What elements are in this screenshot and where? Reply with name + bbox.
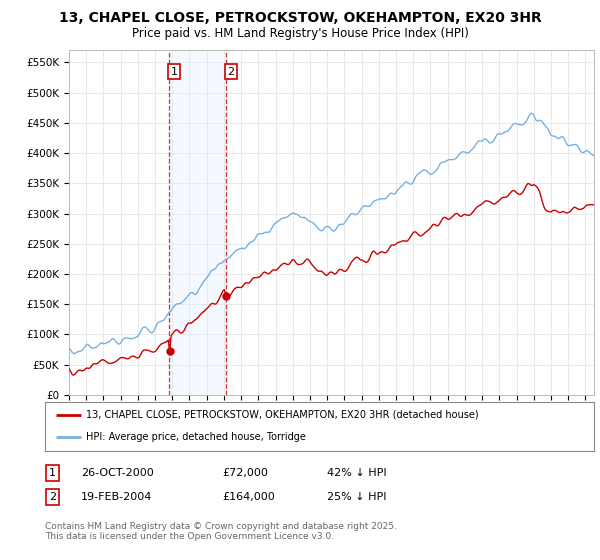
Text: 2: 2	[227, 67, 235, 77]
Text: 25% ↓ HPI: 25% ↓ HPI	[327, 492, 386, 502]
Text: Price paid vs. HM Land Registry's House Price Index (HPI): Price paid vs. HM Land Registry's House …	[131, 27, 469, 40]
Bar	[169, 50, 226, 395]
Text: 42% ↓ HPI: 42% ↓ HPI	[327, 468, 386, 478]
Text: 13, CHAPEL CLOSE, PETROCKSTOW, OKEHAMPTON, EX20 3HR: 13, CHAPEL CLOSE, PETROCKSTOW, OKEHAMPTO…	[59, 11, 541, 25]
Text: 19-FEB-2004: 19-FEB-2004	[81, 492, 152, 502]
Text: HPI: Average price, detached house, Torridge: HPI: Average price, detached house, Torr…	[86, 432, 306, 442]
Text: 26-OCT-2000: 26-OCT-2000	[81, 468, 154, 478]
Text: 1: 1	[49, 468, 56, 478]
Text: Contains HM Land Registry data © Crown copyright and database right 2025.
This d: Contains HM Land Registry data © Crown c…	[45, 522, 397, 542]
Text: £164,000: £164,000	[222, 492, 275, 502]
Text: 13, CHAPEL CLOSE, PETROCKSTOW, OKEHAMPTON, EX20 3HR (detached house): 13, CHAPEL CLOSE, PETROCKSTOW, OKEHAMPTO…	[86, 410, 479, 420]
Text: £72,000: £72,000	[222, 468, 268, 478]
Text: 2: 2	[49, 492, 56, 502]
Text: 1: 1	[170, 67, 178, 77]
